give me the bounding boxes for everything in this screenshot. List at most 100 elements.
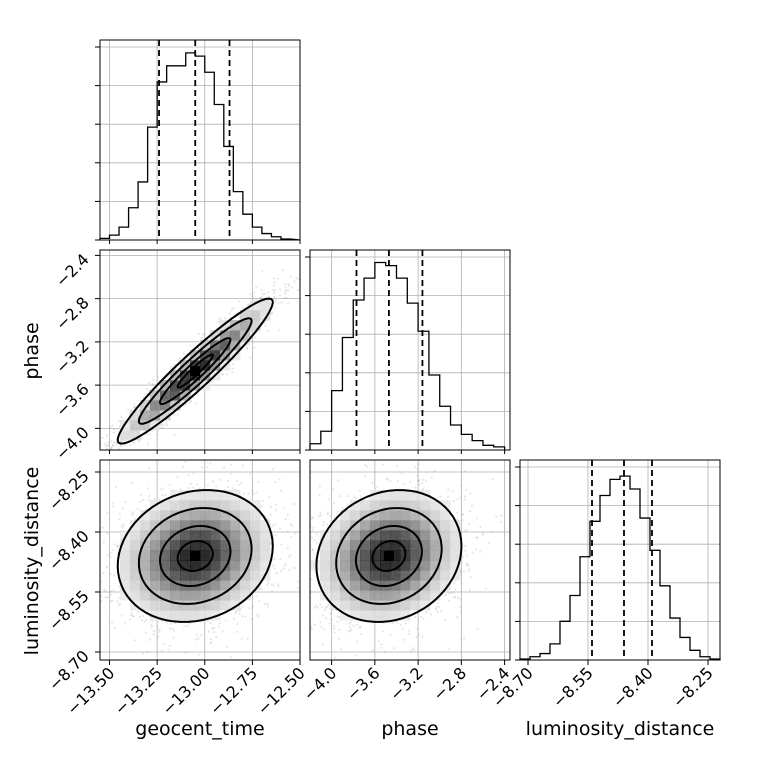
y-tick-label: −3.2 [52,336,93,377]
sample-point [296,580,300,583]
sample-point [271,590,274,593]
sample-point [115,544,119,548]
sample-point [119,445,123,448]
sample-point [197,347,200,350]
panel-2-2 [515,459,721,661]
sample-point [148,498,151,501]
density-cell [190,380,201,391]
density-cell [250,500,261,511]
sample-point [276,277,280,280]
sample-point [421,635,424,638]
sample-point [210,641,213,644]
sample-point [195,633,199,636]
sample-point [86,468,88,470]
sample-point [288,555,291,559]
sample-point [465,554,468,557]
sample-point [276,583,279,586]
panel-frame [309,249,511,451]
sample-point [180,401,184,404]
sample-point [275,571,278,575]
sample-point [120,524,123,527]
sample-point [222,662,224,664]
sample-point [168,483,171,486]
density-cell [140,560,151,571]
sample-point [456,511,459,514]
sample-point [101,436,104,439]
sample-point [163,424,166,427]
density-cell [220,590,231,601]
sample-point [160,620,164,623]
sample-point [106,511,109,515]
sample-point [430,476,433,479]
sample-point [421,487,425,490]
sample-point [303,613,305,615]
density-cell [210,550,221,561]
sample-point [219,478,222,482]
sample-point [176,476,179,479]
sample-point [200,634,203,637]
sample-point [132,441,135,444]
density-cell [210,610,221,621]
sample-point [232,618,235,621]
sample-point [289,522,292,525]
sample-point [273,289,277,292]
density-cell [200,570,211,581]
sample-point [389,480,392,483]
sample-point [152,378,155,382]
sample-point [241,342,244,345]
sample-point [102,541,105,544]
sample-point [94,447,96,449]
sample-point [429,613,433,616]
sample-point [422,478,425,481]
sample-point [178,357,182,360]
sample-point [310,536,314,539]
density-cell [210,500,221,511]
panel-1-1 [305,249,511,451]
sample-point [278,527,282,530]
density-cell [190,500,201,511]
sample-point [241,615,245,618]
sample-point [222,456,224,458]
sample-point [184,651,187,654]
sample-point [461,519,464,522]
density-cell [120,570,131,581]
sample-point [415,635,418,639]
contour-line [116,297,274,445]
sample-point [436,610,439,613]
sample-point [341,462,343,464]
contour-line [137,507,253,605]
sample-point [355,496,358,500]
sample-point [110,600,113,603]
density-cell [230,550,241,561]
sample-point [294,532,297,535]
sample-point [312,526,315,529]
sample-point [425,470,428,474]
y-tick-label: −4.0 [52,423,93,464]
sample-point [197,332,200,335]
sample-point [305,529,307,531]
density-cell [160,560,171,571]
sample-point [408,629,411,632]
sample-point [271,524,274,527]
sample-point [91,450,93,452]
density-cell [260,300,271,311]
density-cell [140,600,151,611]
sample-point [188,401,191,404]
density-cell [150,570,161,581]
sample-point [71,629,73,631]
sample-point [219,622,222,625]
sample-point [200,466,204,469]
density-cell [130,570,141,581]
sample-point [241,464,245,467]
panel-frame [519,459,721,661]
sample-point [95,460,97,462]
sample-point [156,375,159,378]
sample-point [235,610,238,613]
sample-point [437,605,440,608]
sample-point [300,533,302,535]
density-cell [160,580,171,591]
sample-point [259,296,263,300]
sample-point [328,622,331,625]
sample-point [274,480,277,484]
sample-point [448,647,451,650]
